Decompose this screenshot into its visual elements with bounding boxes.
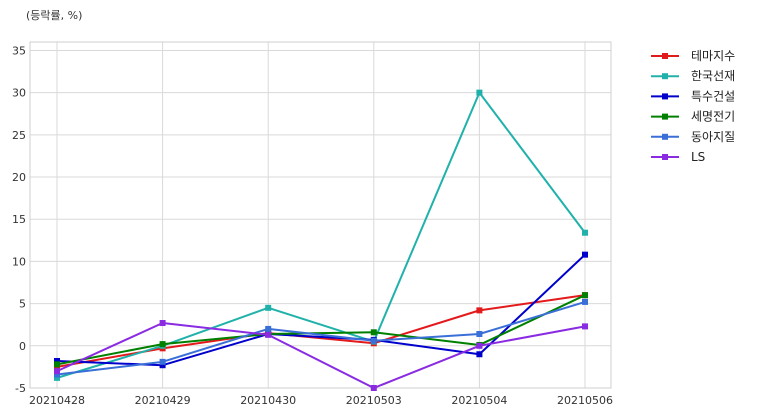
axes: -5 0 5 10 15 20 25 30 35 20210428 20210429 20210430… <box>12 44 613 407</box>
x-tick-label: 20210504 <box>451 394 507 407</box>
y-tick-label: -5 <box>15 382 26 395</box>
data-point <box>582 292 588 299</box>
legend-label: 한국선재 <box>691 69 735 83</box>
legend-item: 한국선재 <box>651 69 735 83</box>
legend-marker <box>662 53 668 59</box>
legend-marker <box>662 73 668 80</box>
data-point <box>159 320 166 327</box>
series-lines <box>54 89 588 391</box>
series-특수건설 <box>54 251 588 369</box>
data-point <box>159 341 166 348</box>
y-tick-label: 35 <box>12 44 26 57</box>
data-point <box>582 251 588 258</box>
legend-marker <box>662 93 668 100</box>
series-line <box>56 91 586 379</box>
plot-frame <box>29 41 612 389</box>
data-point <box>476 89 483 96</box>
legend-marker <box>662 133 668 140</box>
legend-item: 동아지질 <box>651 130 735 144</box>
series-동아지질 <box>54 298 588 378</box>
legend-label: 특수건설 <box>691 89 735 103</box>
data-point <box>54 374 60 381</box>
data-point <box>54 368 60 375</box>
data-point <box>159 362 166 369</box>
data-point <box>265 325 272 332</box>
legend-label: LS <box>691 150 705 164</box>
data-point <box>265 331 272 338</box>
data-point <box>476 351 483 358</box>
x-tick-label: 20210503 <box>346 394 402 407</box>
legend-item: 테마지수 <box>651 49 735 63</box>
data-point <box>582 323 588 330</box>
data-point <box>54 357 60 364</box>
series-line <box>56 294 586 368</box>
legend-marker <box>662 113 668 120</box>
series-line <box>56 300 586 376</box>
data-point <box>370 329 377 336</box>
data-point <box>582 229 588 236</box>
data-point <box>159 358 166 365</box>
series-line <box>56 294 586 366</box>
y-tick-label: 25 <box>12 129 26 142</box>
data-point <box>476 342 483 349</box>
y-tick-label: 5 <box>19 298 26 311</box>
legend-item: LS <box>651 150 705 164</box>
data-point <box>265 304 272 311</box>
legend-item: 세명전기 <box>651 110 735 124</box>
x-tick-label: 20210428 <box>29 394 85 407</box>
y-tick-label: 15 <box>12 213 26 226</box>
series-LS <box>54 320 588 391</box>
data-point <box>370 385 377 391</box>
x-tick-label: 20210506 <box>557 394 613 407</box>
legend-label: 세명전기 <box>691 110 735 124</box>
legend-marker <box>662 154 668 160</box>
legend-label: 동아지질 <box>691 130 735 144</box>
y-tick-label: 10 <box>12 255 26 268</box>
data-point <box>582 298 588 305</box>
data-point <box>476 307 483 314</box>
y-tick-label: 20 <box>12 171 26 184</box>
legend-label: 테마지수 <box>691 49 735 63</box>
y-tick-label: 30 <box>12 87 26 100</box>
data-point <box>370 337 377 344</box>
y-tick-label: 0 <box>19 340 26 353</box>
data-point <box>54 361 60 368</box>
series-line <box>56 322 586 389</box>
unit-label: (등락률, %) <box>26 9 82 22</box>
x-tick-label: 20210429 <box>135 394 191 407</box>
data-point <box>476 330 483 337</box>
data-point <box>54 371 60 378</box>
x-tick-label: 20210430 <box>240 394 296 407</box>
legend-item: 특수건설 <box>651 89 735 103</box>
